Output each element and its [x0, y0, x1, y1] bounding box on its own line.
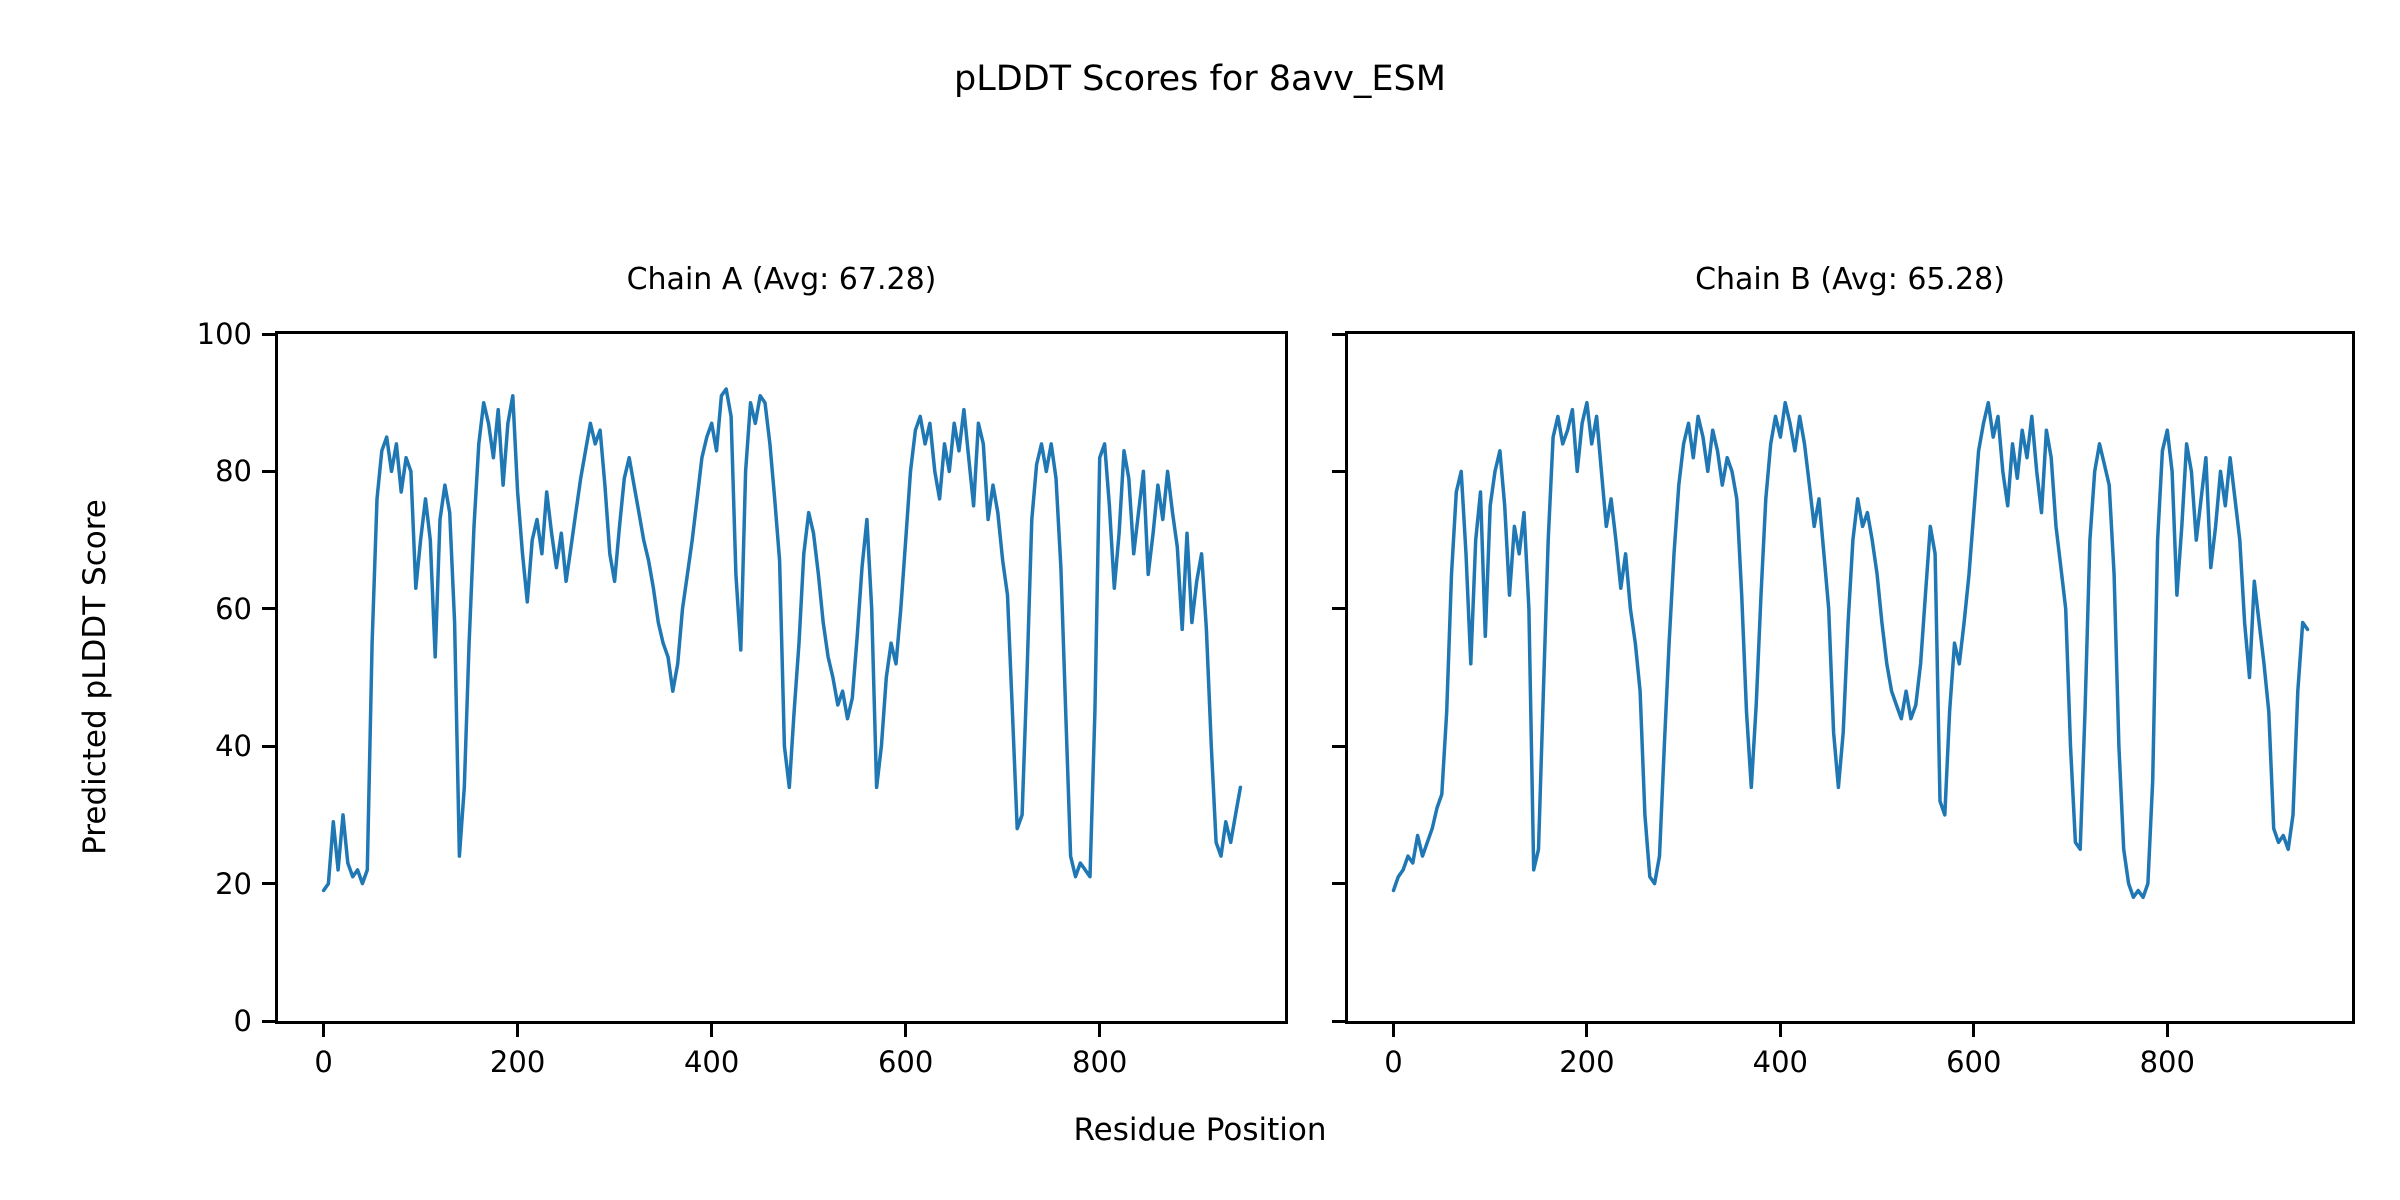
y-tick	[1332, 607, 1345, 611]
x-tick	[322, 1024, 326, 1037]
x-tick-label: 400	[683, 1045, 740, 1079]
y-tick-label: 80	[215, 454, 252, 489]
y-tick	[262, 469, 275, 473]
x-tick-label: 200	[1559, 1045, 1615, 1079]
x-axis-label: Residue Position	[1073, 1112, 1327, 1148]
x-tick-label: 200	[489, 1045, 546, 1079]
x-tick-label: 400	[1752, 1045, 1809, 1079]
x-tick	[1972, 1024, 1976, 1037]
y-tick	[1332, 332, 1345, 336]
x-tick	[1585, 1024, 1589, 1037]
subplot-title-chain-a: Chain A (Avg: 67.28)	[626, 262, 937, 297]
subplot-title-chain-b: Chain B (Avg: 65.28)	[1695, 262, 2005, 297]
y-tick-label: 0	[233, 1004, 252, 1038]
y-tick	[262, 607, 275, 611]
x-tick	[1098, 1024, 1102, 1037]
x-tick	[516, 1024, 520, 1037]
y-tick	[1332, 469, 1345, 473]
plot-area-chain-b	[1391, 400, 2310, 900]
x-tick-label: 600	[877, 1045, 934, 1079]
x-tick-label: 800	[1072, 1045, 1128, 1079]
x-tick-label: 600	[1946, 1045, 2002, 1079]
x-tick-label: 0	[314, 1045, 333, 1079]
x-tick	[904, 1024, 908, 1037]
y-tick	[262, 744, 275, 748]
plddt-line-chain-b	[1391, 400, 2310, 900]
x-tick	[1391, 1024, 1395, 1037]
y-tick	[262, 882, 275, 886]
axes-chain-a	[275, 331, 1288, 1024]
y-tick	[1332, 1019, 1345, 1023]
y-tick-label: 60	[215, 591, 252, 626]
y-tick	[1332, 882, 1345, 886]
x-tick-label: 0	[1384, 1045, 1403, 1079]
y-tick-label: 100	[196, 317, 252, 351]
y-tick	[1332, 744, 1345, 748]
x-tick-label: 800	[2139, 1045, 2195, 1079]
y-tick	[262, 1019, 275, 1023]
plddt-line-chain-a	[321, 387, 1243, 893]
y-tick	[262, 332, 275, 336]
y-tick-label: 20	[215, 866, 252, 901]
x-tick	[2165, 1024, 2169, 1037]
y-tick-label: 40	[215, 729, 252, 764]
y-axis-label: Predicted pLDDT Score	[77, 499, 113, 855]
x-tick	[710, 1024, 714, 1037]
plot-area-chain-a	[321, 387, 1243, 893]
figure-title: pLDDT Scores for 8avv_ESM	[954, 59, 1446, 99]
x-tick	[1778, 1024, 1782, 1037]
axes-chain-b	[1345, 331, 2355, 1024]
